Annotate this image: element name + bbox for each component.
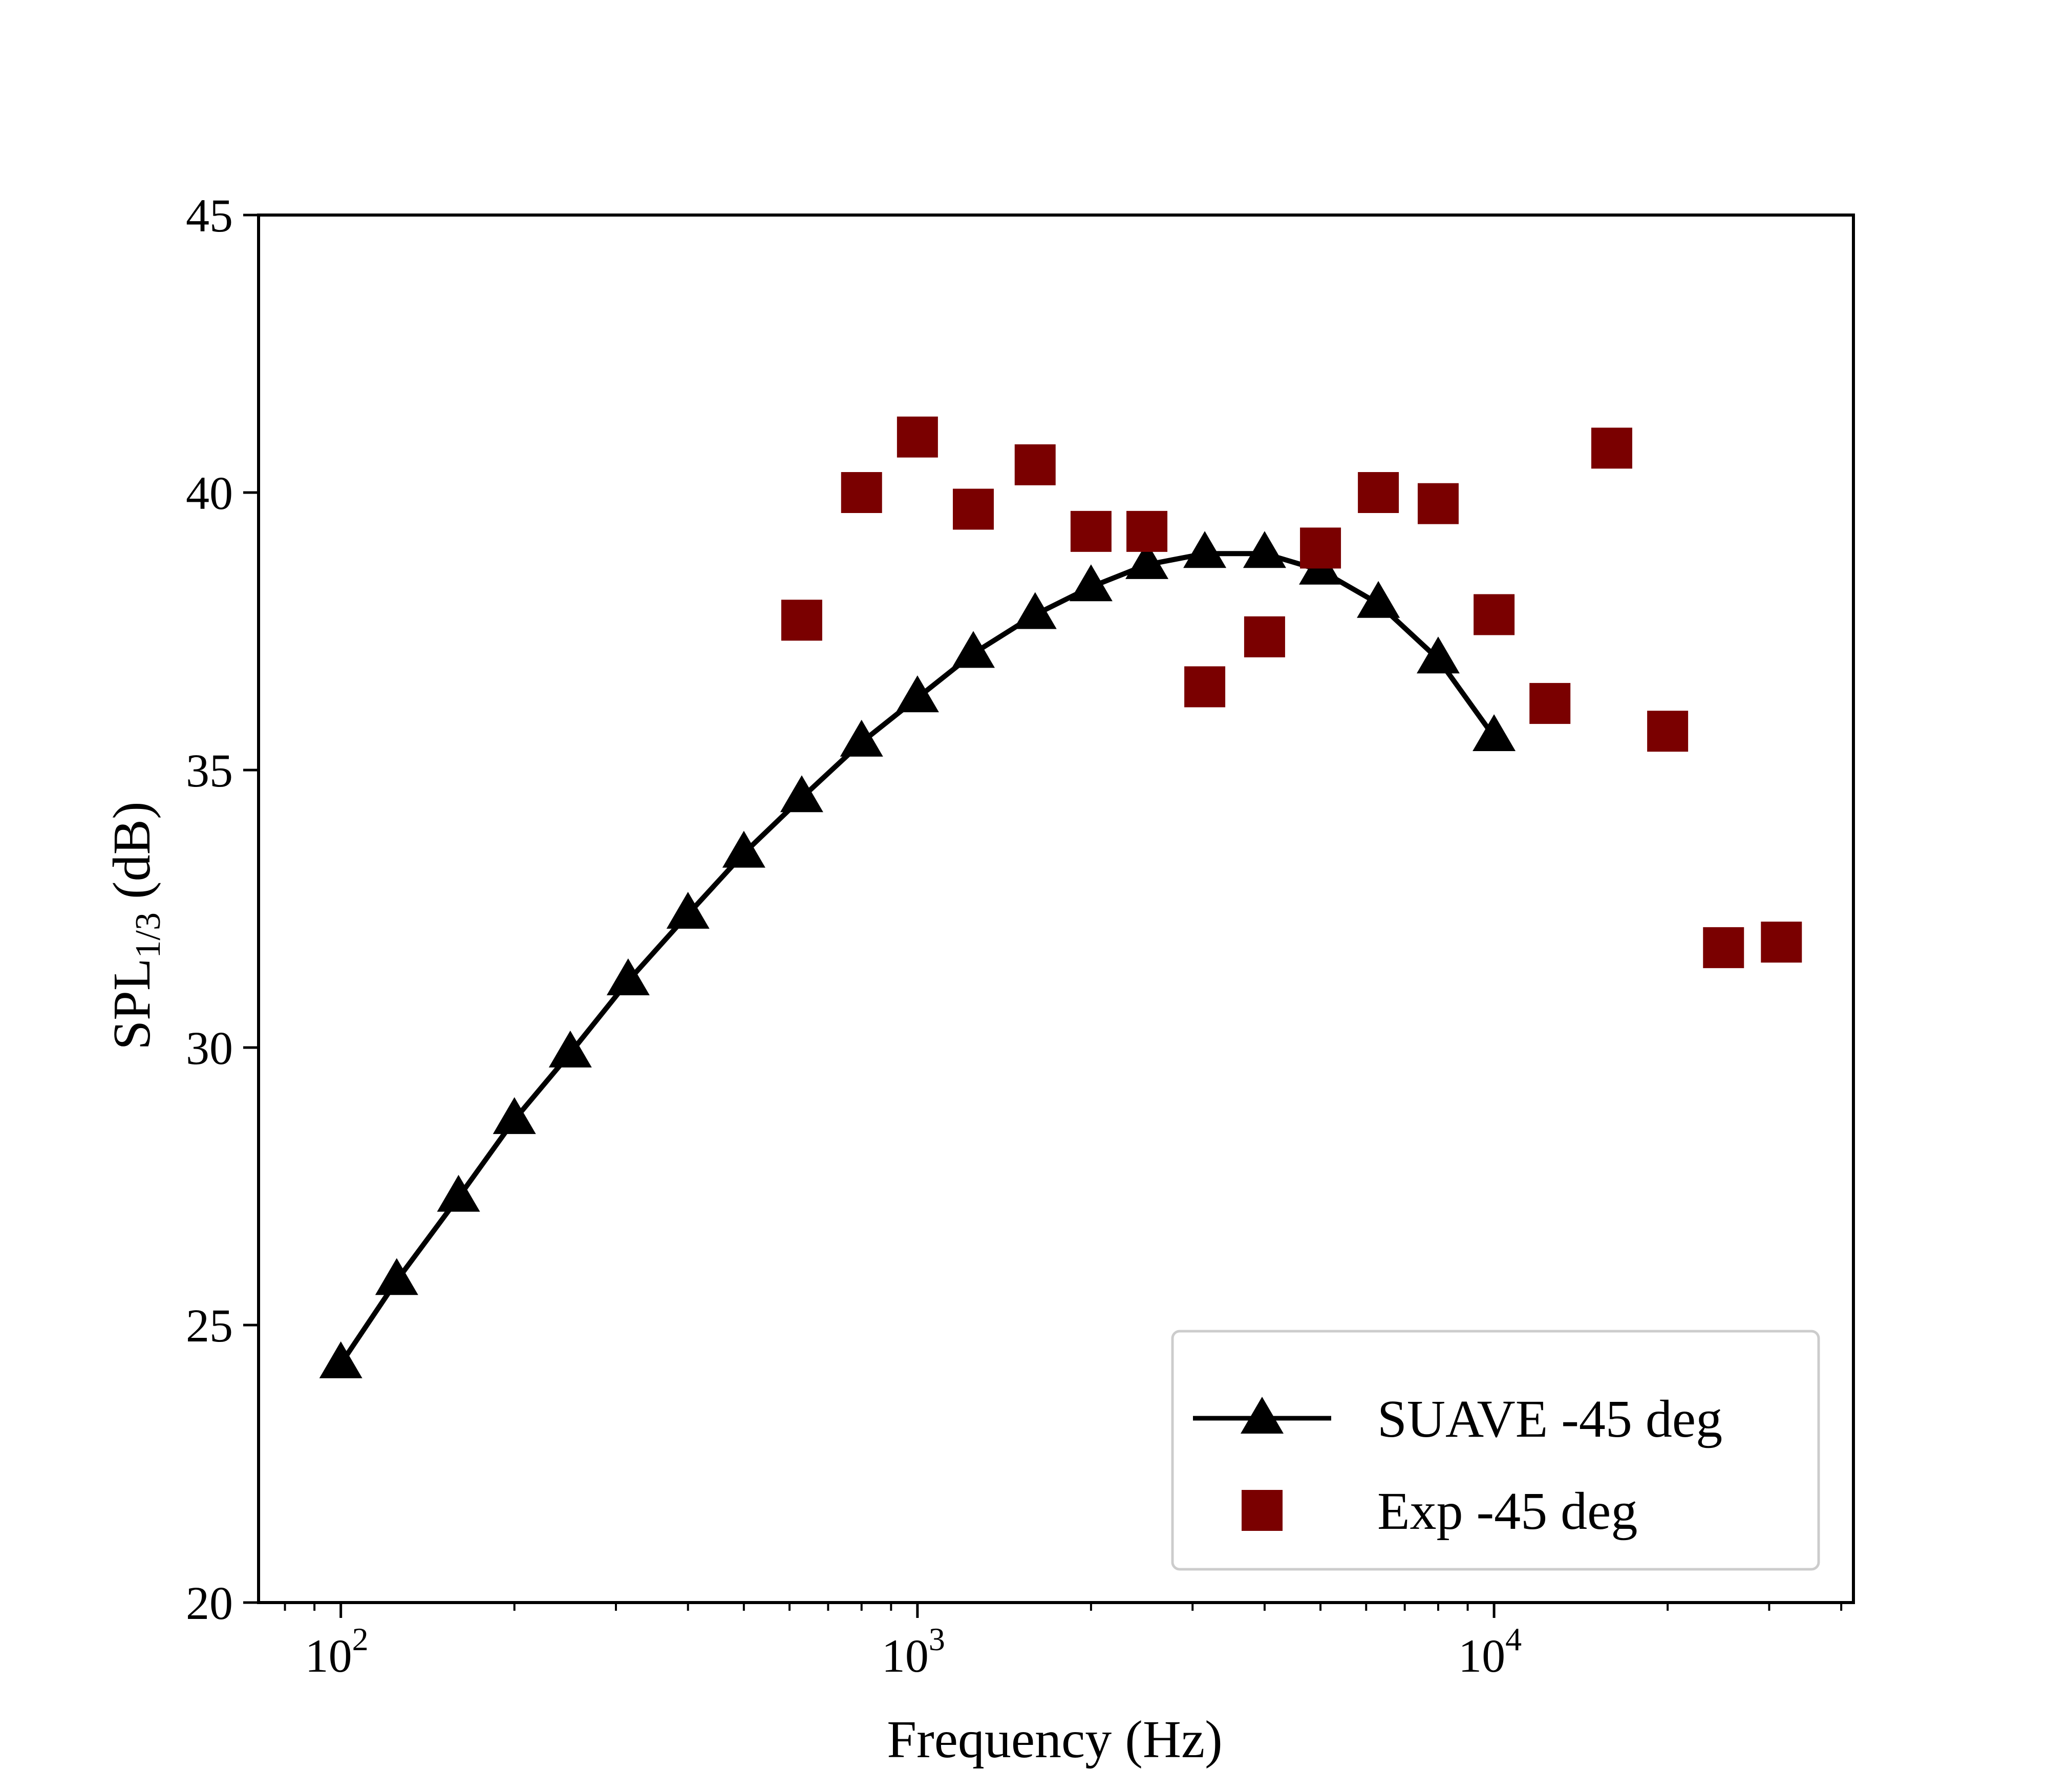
x-tick-label-base: 10 — [1458, 1630, 1505, 1682]
series-line — [338, 551, 1497, 1366]
data-point-square — [1126, 510, 1168, 552]
data-point-triangle — [666, 891, 710, 929]
y-axis: 20 25 30 35 40 45 — [186, 189, 259, 1629]
data-point-square — [1244, 616, 1285, 657]
data-point-square — [1703, 927, 1744, 968]
series-suave — [319, 531, 1516, 1378]
y-tick-label: 20 — [186, 1577, 233, 1629]
data-point-square — [1417, 483, 1459, 524]
y-tick-label: 40 — [186, 467, 233, 519]
data-point-triangle — [952, 631, 995, 668]
data-point-triangle — [548, 1030, 592, 1068]
data-point-triangle — [1243, 531, 1286, 568]
y-axis-label-unit: (dB) — [102, 801, 161, 912]
data-point-square — [1184, 666, 1226, 708]
legend-triangle-icon — [1241, 1397, 1284, 1434]
legend-label-suave: SUAVE -45 deg — [1377, 1390, 1722, 1448]
data-point-triangle — [780, 775, 823, 813]
data-point-square — [1474, 594, 1515, 635]
data-point-triangle — [1125, 542, 1169, 579]
y-tick-label: 30 — [186, 1022, 233, 1074]
data-point-triangle — [319, 1341, 362, 1378]
data-point-square — [953, 488, 994, 530]
data-point-triangle — [375, 1258, 418, 1295]
y-tick-label: 45 — [186, 189, 233, 242]
x-tick-label: 104 — [1458, 1621, 1522, 1682]
data-point-square — [1647, 711, 1689, 752]
x-axis: 102 103 104 — [284, 1603, 1843, 1682]
data-point-triangle — [840, 719, 883, 757]
plot-frame — [257, 214, 1855, 1604]
data-point-square — [1070, 510, 1112, 552]
data-point-square — [1300, 527, 1341, 569]
data-point-square — [1358, 472, 1399, 513]
data-point-square — [1591, 428, 1632, 469]
y-tick-label: 25 — [186, 1299, 233, 1352]
data-point-triangle — [606, 958, 650, 995]
series-exp — [781, 416, 1802, 968]
data-point-square — [781, 600, 822, 641]
data-point-triangle — [437, 1175, 480, 1212]
legend-label-exp: Exp -45 deg — [1377, 1482, 1637, 1541]
y-tick-label: 35 — [186, 744, 233, 797]
legend-box — [1171, 1330, 1820, 1571]
x-tick-label: 103 — [882, 1621, 945, 1682]
data-point-triangle — [895, 675, 939, 713]
y-axis-label: SPL1/3 (dB) — [102, 801, 168, 1050]
data-point-triangle — [1416, 636, 1460, 674]
y-axis-label-main: SPL — [102, 958, 161, 1050]
data-point-square — [1529, 682, 1571, 724]
data-point-triangle — [1013, 592, 1057, 629]
data-point-square — [1761, 922, 1802, 963]
data-point-triangle — [1069, 564, 1113, 602]
data-point-triangle — [493, 1097, 536, 1134]
plot-area — [257, 214, 1855, 1604]
data-point-square — [897, 416, 938, 458]
data-point-triangle — [722, 830, 765, 868]
y-axis-label-subscript: 1/3 — [129, 912, 168, 958]
legend-square-icon — [1242, 1490, 1283, 1531]
x-tick-label-base: 10 — [305, 1630, 352, 1682]
x-tick-label-exponent: 2 — [352, 1621, 369, 1657]
x-axis-label: Frequency (Hz) — [887, 1710, 1222, 1769]
data-point-triangle — [1183, 531, 1227, 568]
x-tick-label-exponent: 3 — [929, 1621, 945, 1657]
data-point-triangle — [1473, 714, 1516, 751]
data-point-triangle — [1357, 581, 1400, 618]
data-point-square — [841, 472, 882, 513]
x-tick-label: 102 — [305, 1621, 369, 1682]
data-point-square — [1014, 444, 1056, 485]
series-layer — [319, 416, 1802, 1378]
x-tick-label-exponent: 4 — [1505, 1621, 1522, 1657]
legend: SUAVE -45 deg Exp -45 deg — [1171, 1330, 1820, 1571]
x-tick-label-base: 10 — [882, 1630, 929, 1682]
